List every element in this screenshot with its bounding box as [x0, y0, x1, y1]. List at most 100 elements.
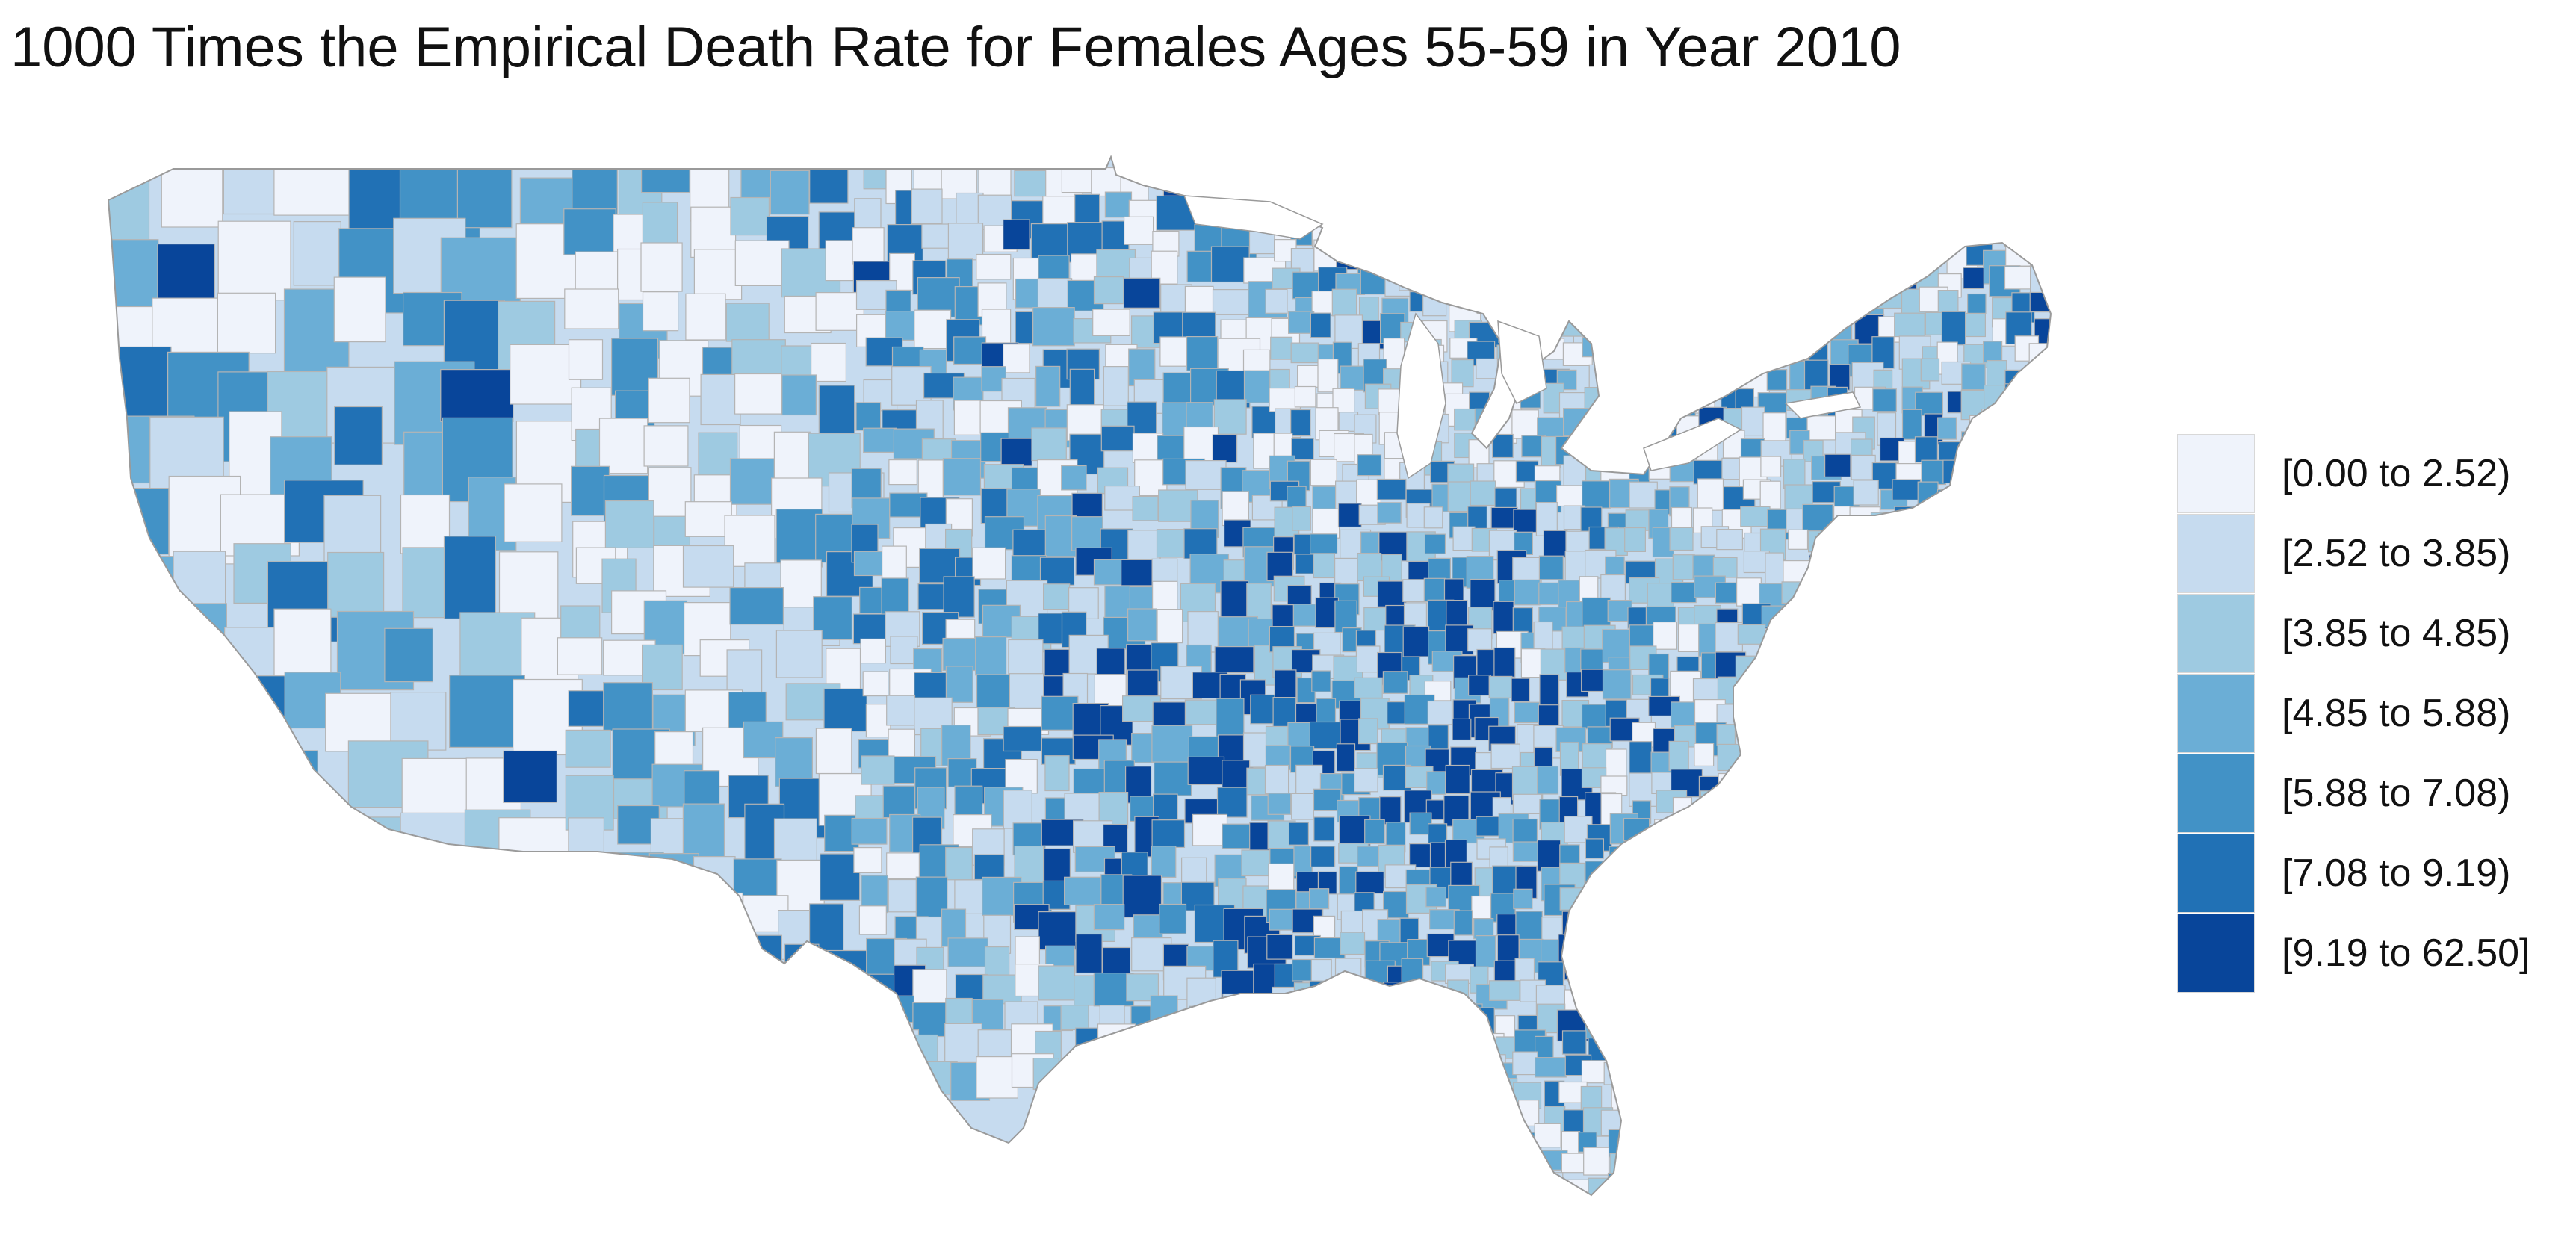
legend-label: [0.00 to 2.52) [2282, 452, 2511, 495]
county-region [1377, 580, 1408, 607]
county-region [1848, 743, 1870, 778]
county-region [1759, 157, 1785, 176]
county-region [1735, 655, 1766, 684]
county-region [1921, 890, 1945, 923]
county-region [1629, 741, 1653, 774]
county-region [116, 667, 174, 759]
county-region [1623, 989, 1651, 1023]
county-region [1692, 554, 1715, 580]
county-region [1512, 818, 1538, 844]
county-region [1848, 723, 1876, 744]
county-region [1512, 793, 1543, 815]
county-region [1875, 202, 1905, 228]
county-region [2037, 1076, 2051, 1099]
county-region [1581, 889, 1612, 918]
county-region [770, 170, 810, 215]
county-region [1032, 307, 1075, 347]
county-region [1363, 1076, 1390, 1097]
county-region [1377, 502, 1402, 524]
county-region [1828, 871, 1854, 899]
county-region [2028, 677, 2051, 707]
county-region [1187, 756, 1225, 785]
county-region [1405, 245, 1437, 277]
county-region [1878, 816, 1907, 839]
county-region [773, 431, 811, 480]
county-region [2054, 741, 2081, 772]
county-region [1877, 625, 1904, 657]
county-region [2028, 870, 2051, 893]
county-region [1467, 628, 1493, 652]
county-region [1893, 887, 1925, 908]
county-region [1287, 311, 1315, 334]
county-region [1381, 220, 1408, 248]
county-region [2013, 741, 2043, 762]
county-region [2028, 1198, 2052, 1227]
county-region [1605, 748, 1627, 778]
county-region [1768, 675, 1789, 698]
county-region [2014, 434, 2040, 465]
county-region [1854, 535, 1884, 563]
county-region [1215, 164, 1246, 199]
county-region [1039, 557, 1075, 586]
county-region [1870, 1109, 1898, 1132]
county-region [2004, 383, 2026, 413]
county-region [1699, 345, 1730, 366]
county-region [884, 1053, 910, 1089]
county-region [400, 812, 469, 876]
county-region [1541, 264, 1565, 291]
county-region [1605, 270, 1627, 299]
county-region [1273, 1207, 1297, 1240]
county-region [1869, 157, 1895, 182]
county-region [114, 487, 170, 555]
county-region [1186, 977, 1217, 1016]
county-region [1677, 623, 1701, 652]
county-region [1916, 908, 1947, 943]
county-region [1629, 1032, 1652, 1060]
county-region [1467, 675, 1491, 696]
county-region [1829, 604, 1855, 639]
county-region [1647, 1077, 1674, 1109]
county-region [1717, 743, 1750, 772]
county-region [2049, 986, 2051, 1011]
county-region [443, 536, 496, 619]
county-region [1357, 718, 1378, 745]
county-region [863, 164, 889, 190]
county-region [1983, 578, 2013, 603]
county-region [911, 188, 943, 225]
county-region [1825, 962, 1854, 994]
county-region [1362, 1103, 1383, 1137]
county-region [2028, 723, 2048, 746]
county-region [1873, 960, 1893, 991]
county-region [1312, 1155, 1333, 1178]
county-region [1939, 870, 1965, 903]
county-region [1357, 454, 1382, 477]
county-region [1496, 1197, 1522, 1223]
county-region [1626, 886, 1657, 920]
county-region [1604, 244, 1631, 275]
county-region [1630, 845, 1659, 878]
county-region [1742, 1175, 1771, 1195]
county-region [1721, 311, 1744, 334]
county-region [1602, 195, 1624, 223]
county-region [1878, 549, 1905, 577]
county-region [953, 336, 987, 365]
county-region [2004, 725, 2033, 750]
county-region [1785, 671, 1811, 694]
county-region [1901, 409, 1922, 440]
county-region [1337, 1182, 1357, 1195]
county-region [1965, 312, 1986, 338]
county-region [1921, 223, 1942, 247]
county-region [1544, 174, 1566, 197]
county-region [1002, 344, 1030, 373]
county-region [1946, 750, 1972, 775]
county-region [1946, 651, 1970, 679]
county-region [1044, 755, 1070, 792]
county-region [1381, 554, 1402, 581]
county-region [1967, 748, 1995, 773]
county-region [726, 649, 763, 695]
county-region [2006, 1012, 2028, 1041]
county-region [1895, 985, 1928, 1009]
county-region [1447, 979, 1470, 1001]
county-region [1470, 578, 1496, 611]
county-region [1871, 864, 1895, 892]
